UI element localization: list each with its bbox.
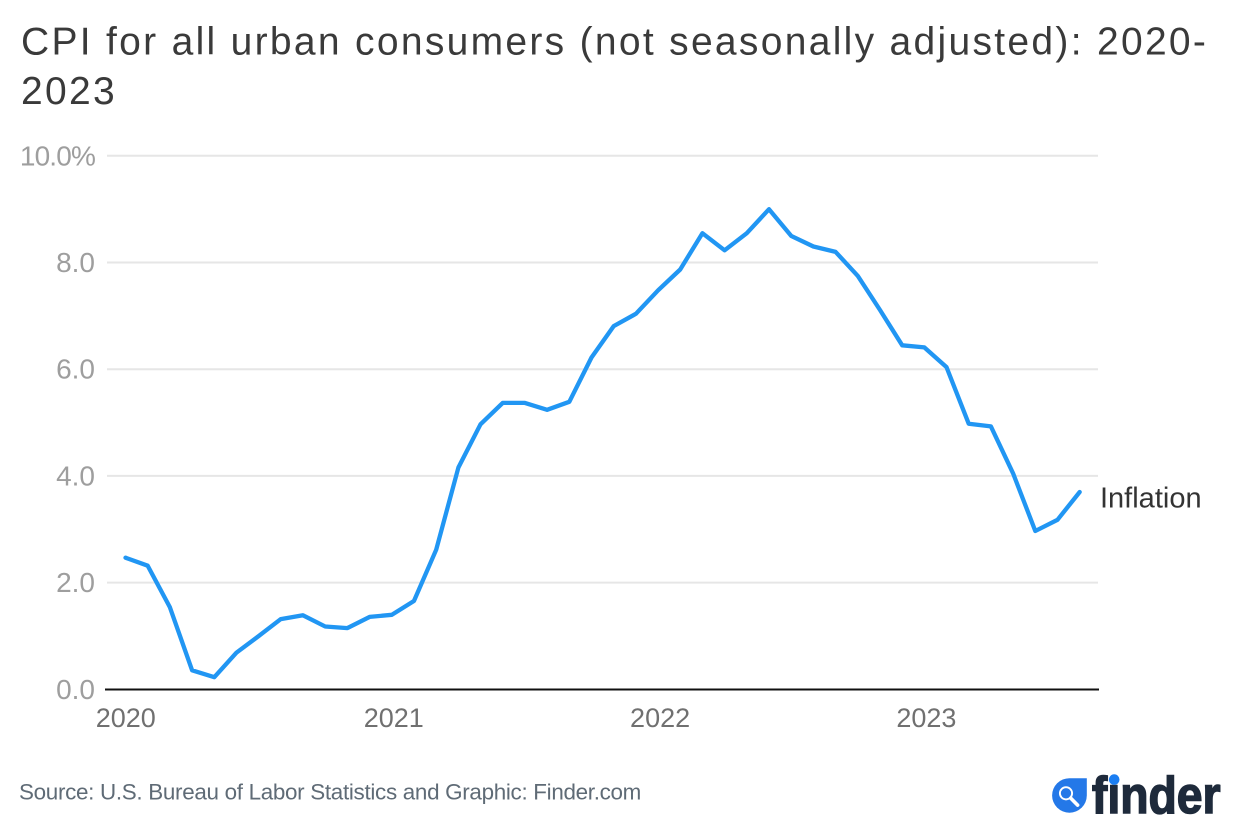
- svg-text:6.0: 6.0: [56, 354, 95, 385]
- svg-text:2023: 2023: [21, 70, 117, 113]
- svg-text:4.0: 4.0: [56, 460, 95, 491]
- svg-text:2023: 2023: [896, 703, 956, 733]
- svg-text:8.0: 8.0: [56, 247, 95, 278]
- svg-text:Inflation: Inflation: [1100, 483, 1202, 515]
- svg-text:2020: 2020: [96, 703, 156, 733]
- svg-text:Source: U.S. Bureau of Labor S: Source: U.S. Bureau of Labor Statistics …: [19, 780, 641, 805]
- svg-text:CPI for all urban consumers (n: CPI for all urban consumers (not seasona…: [21, 21, 1208, 64]
- svg-text:10.0%: 10.0%: [20, 140, 95, 171]
- svg-text:2.0: 2.0: [56, 567, 95, 598]
- svg-text:0.0: 0.0: [56, 674, 95, 705]
- svg-text:2022: 2022: [630, 703, 690, 733]
- svg-text:2021: 2021: [364, 703, 424, 733]
